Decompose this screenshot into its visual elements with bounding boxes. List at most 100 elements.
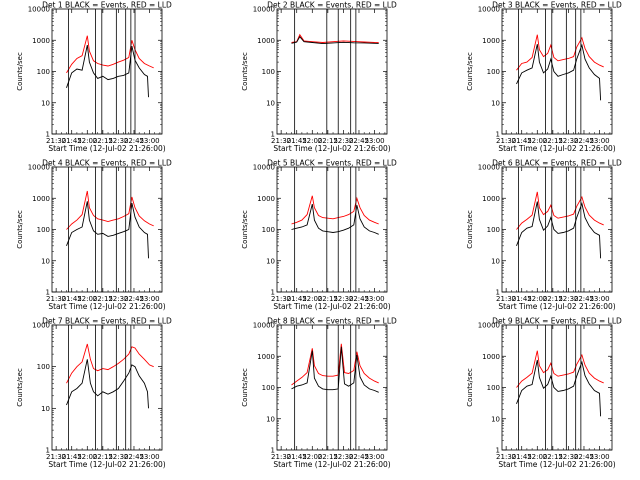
lld-series-line — [66, 190, 154, 230]
x-tick-label: 21:45 — [62, 295, 82, 303]
y-tick-label: 10000 — [478, 322, 500, 330]
events-series-line — [66, 359, 149, 409]
x-tick-label: 22:00 — [77, 295, 97, 303]
x-tick-label: 22:00 — [302, 295, 322, 303]
x-axis-label: Start Time (12-Jul-02 21:26:00) — [498, 302, 615, 311]
x-tick-label: 22:30 — [558, 453, 578, 461]
lld-series-line — [291, 343, 379, 386]
x-tick-label: 22:15 — [318, 295, 338, 303]
y-tick-label: 100 — [37, 363, 50, 371]
x-tick-label: 23:00 — [589, 453, 609, 461]
plot-frame — [51, 324, 163, 451]
x-tick-label: 22:00 — [302, 137, 322, 145]
y-tick-label: 1000 — [257, 37, 275, 45]
lld-series-line — [291, 195, 379, 225]
events-series-line — [291, 35, 379, 45]
x-tick-label: 22:45 — [349, 453, 369, 461]
x-tick-label: 22:00 — [77, 453, 97, 461]
x-tick-label: 22:30 — [333, 137, 353, 145]
y-tick-label: 1 — [271, 447, 275, 455]
x-axis-label: Start Time (12-Jul-02 21:26:00) — [48, 302, 165, 311]
x-tick-label: 22:00 — [527, 453, 547, 461]
y-tick-label: 1 — [46, 131, 50, 139]
x-tick-label: 22:15 — [543, 453, 563, 461]
y-tick-label: 10000 — [28, 164, 50, 172]
y-tick-label: 1000 — [257, 195, 275, 203]
y-tick-label: 10 — [266, 415, 275, 423]
panel-title: Det 8 BLACK = Events, RED = LLD — [267, 317, 397, 326]
y-tick-label: 100 — [262, 68, 275, 76]
x-tick-label: 22:45 — [574, 295, 594, 303]
x-tick-label: 21:45 — [287, 453, 307, 461]
y-tick-label: 1000 — [482, 353, 500, 361]
x-tick-label: 22:45 — [574, 137, 594, 145]
y-tick-label: 1 — [496, 289, 500, 297]
y-tick-label: 100 — [262, 226, 275, 234]
panel-title: Det 4 BLACK = Events, RED = LLD — [42, 159, 172, 168]
y-axis-label: Counts/sec — [16, 52, 24, 91]
y-tick-label: 100 — [487, 226, 500, 234]
y-tick-label: 10000 — [478, 6, 500, 14]
y-axis-label: Counts/sec — [16, 210, 24, 249]
x-axis-label: Start Time (12-Jul-02 21:26:00) — [498, 460, 615, 469]
x-tick-label: 22:30 — [558, 137, 578, 145]
x-tick-label: 22:30 — [108, 137, 128, 145]
y-tick-label: 10 — [266, 99, 275, 107]
x-tick-label: 21:30 — [496, 295, 516, 303]
x-tick-label: 23:00 — [139, 295, 159, 303]
y-tick-label: 10 — [491, 257, 500, 265]
panel-title: Det 9 BLACK = Events, RED = LLD — [492, 317, 622, 326]
x-tick-label: 23:00 — [589, 137, 609, 145]
y-tick-label: 10000 — [28, 6, 50, 14]
x-axis-label: Start Time (12-Jul-02 21:26:00) — [273, 302, 390, 311]
y-tick-label: 10 — [41, 257, 50, 265]
y-tick-label: 1000 — [482, 37, 500, 45]
x-tick-label: 23:00 — [364, 137, 384, 145]
x-tick-label: 23:00 — [364, 295, 384, 303]
y-axis-label: Counts/sec — [241, 52, 249, 91]
detector-panel-8: Det 8 BLACK = Events, RED = LLD 1 10 100 100… — [241, 317, 397, 470]
detector-panel-5: Det 5 BLACK = Events, RED = LLD 1 10 100 100… — [241, 159, 397, 312]
x-tick-label: 21:45 — [512, 453, 532, 461]
y-tick-label: 10 — [41, 405, 50, 413]
x-tick-label: 21:45 — [287, 295, 307, 303]
x-tick-label: 22:15 — [93, 453, 113, 461]
y-axis-label: Counts/sec — [466, 52, 474, 91]
x-tick-label: 22:15 — [318, 137, 338, 145]
y-tick-label: 100 — [37, 68, 50, 76]
x-tick-label: 22:30 — [108, 453, 128, 461]
y-axis-label: Counts/sec — [241, 210, 249, 249]
x-tick-label: 21:30 — [496, 453, 516, 461]
detector-panel-3: Det 3 BLACK = Events, RED = LLD 1 10 100 100… — [466, 1, 622, 154]
x-tick-label: 21:30 — [46, 137, 66, 145]
y-tick-label: 100 — [487, 68, 500, 76]
x-tick-label: 21:45 — [62, 137, 82, 145]
panel-title: Det 7 BLACK = Events, RED = LLD — [42, 317, 172, 326]
x-tick-label: 21:45 — [62, 453, 82, 461]
panel-title: Det 2 BLACK = Events, RED = LLD — [267, 1, 397, 10]
y-tick-label: 10 — [266, 257, 275, 265]
plot-frame — [276, 8, 388, 135]
x-tick-label: 21:30 — [496, 137, 516, 145]
panel-title: Det 6 BLACK = Events, RED = LLD — [492, 159, 622, 168]
x-tick-label: 22:15 — [543, 295, 563, 303]
y-tick-label: 1000 — [482, 195, 500, 203]
x-tick-label: 21:30 — [46, 295, 66, 303]
events-series-line — [516, 43, 602, 101]
detector-panel-4: Det 4 BLACK = Events, RED = LLD 1 10 100 100… — [16, 159, 172, 312]
y-tick-label: 10000 — [253, 6, 275, 14]
y-axis-label: Counts/sec — [241, 368, 249, 407]
x-tick-label: 22:30 — [108, 295, 128, 303]
x-axis-label: Start Time (12-Jul-02 21:26:00) — [273, 144, 390, 153]
x-tick-label: 21:45 — [512, 137, 532, 145]
x-tick-label: 21:30 — [271, 453, 291, 461]
x-tick-label: 21:45 — [287, 137, 307, 145]
y-tick-label: 1 — [271, 131, 275, 139]
x-tick-label: 22:30 — [558, 295, 578, 303]
y-tick-label: 1000 — [32, 322, 50, 330]
x-axis-label: Start Time (12-Jul-02 21:26:00) — [273, 460, 390, 469]
detector-panel-9: Det 9 BLACK = Events, RED = LLD 1 10 100 100… — [466, 317, 622, 470]
events-series-line — [516, 359, 602, 417]
plot-frame — [276, 166, 388, 293]
